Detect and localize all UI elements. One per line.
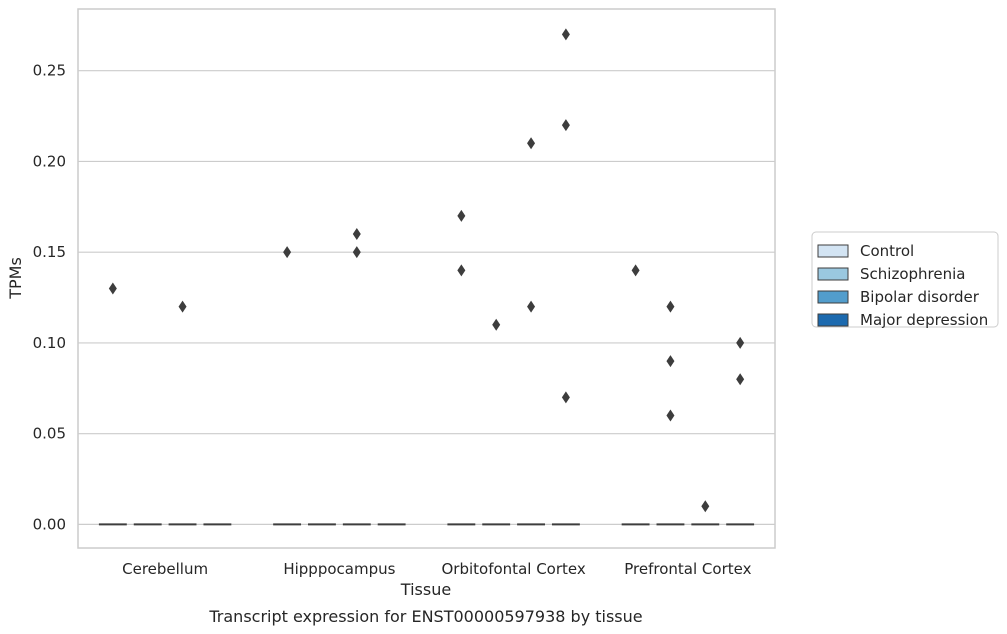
x-tick-label: Cerebellum [122,560,208,578]
outlier-point [352,228,361,241]
legend: Control Schizophrenia Bipolar disorder Majo… [811,231,999,329]
legend-frame [811,231,999,328]
legend-label: Schizophrenia [860,265,965,283]
outlier-point [492,318,501,331]
y-tick-label: 0.20 [33,152,66,170]
outlier-point [561,28,570,41]
outlier-point [666,409,675,422]
legend-swatch [817,290,849,304]
y-tick-label: 0.15 [33,243,66,261]
outlier-point [736,336,745,349]
y-tick-label: 0.10 [33,334,66,352]
x-tick-label: Orbitofontal Cortex [442,560,586,578]
y-tick-label: 0.05 [33,425,66,443]
plot-frame [77,8,776,549]
legend-swatch [817,244,849,258]
outlier-point [527,300,536,313]
legend-label: Major depression [860,311,988,329]
outlier-point [527,137,536,150]
legend-swatch [817,267,849,281]
outlier-point [631,264,640,277]
y-tick-label: 0.00 [33,515,66,533]
x-axis-title: Tissue [400,580,451,599]
x-tick-label: Hipppocampus [283,560,395,578]
outlier-point [561,391,570,404]
legend-label: Control [860,242,914,260]
outlier-point [283,246,292,259]
outlier-point [561,119,570,132]
plot-area: 0.00 0.05 0.10 0.15 0.20 0.25 Cerebellum Hipppo… [33,8,776,578]
x-tick-label: Prefrontal Cortex [624,560,751,578]
outlier-point [457,209,466,222]
outlier-point [457,264,466,277]
legend-label: Bipolar disorder [860,288,980,306]
outlier-point [178,300,187,313]
y-axis-title: TPMs [6,257,25,300]
chart-caption: Transcript expression for ENST0000059793… [208,607,642,626]
outlier-point [108,282,117,295]
y-tick-label: 0.25 [33,62,66,80]
outlier-point [701,500,710,513]
outlier-point [736,373,745,386]
outlier-point [352,246,361,259]
outlier-point [666,300,675,313]
outlier-point [666,355,675,368]
legend-swatch [817,313,849,327]
